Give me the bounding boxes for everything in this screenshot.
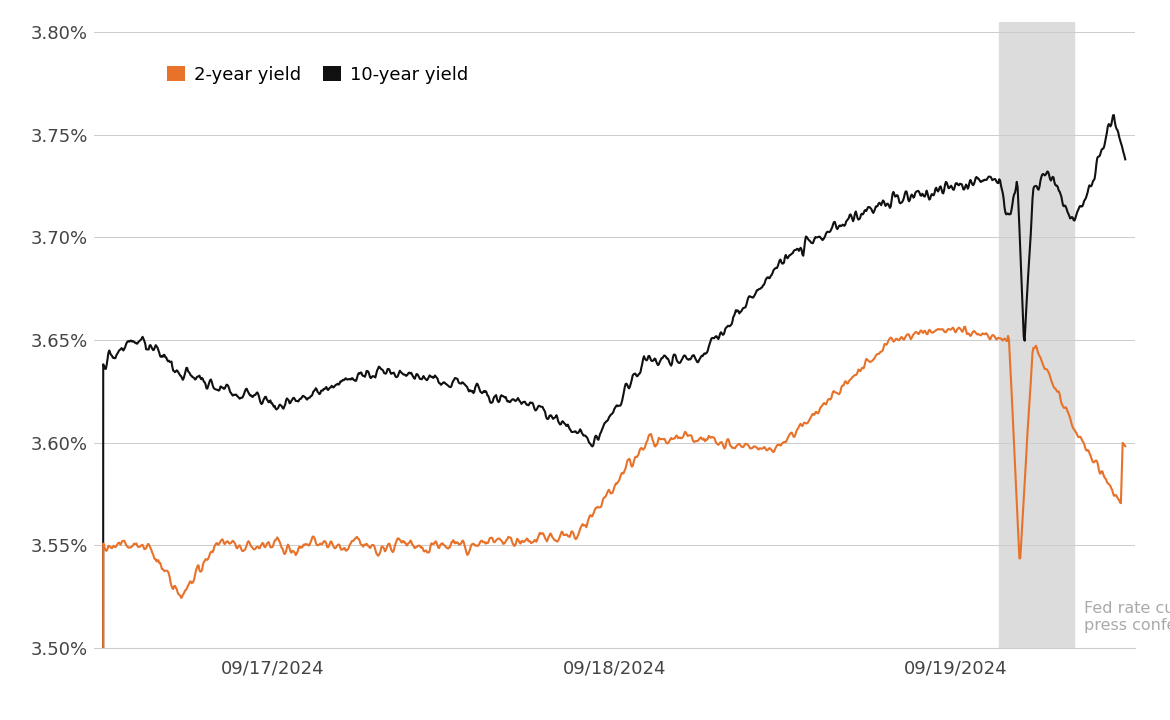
Text: Fed rate cut/
press conference: Fed rate cut/ press conference (1085, 600, 1170, 633)
Bar (999, 22, 1074, 648)
Legend: 2-year yield, 10-year yield: 2-year yield, 10-year yield (160, 59, 475, 91)
